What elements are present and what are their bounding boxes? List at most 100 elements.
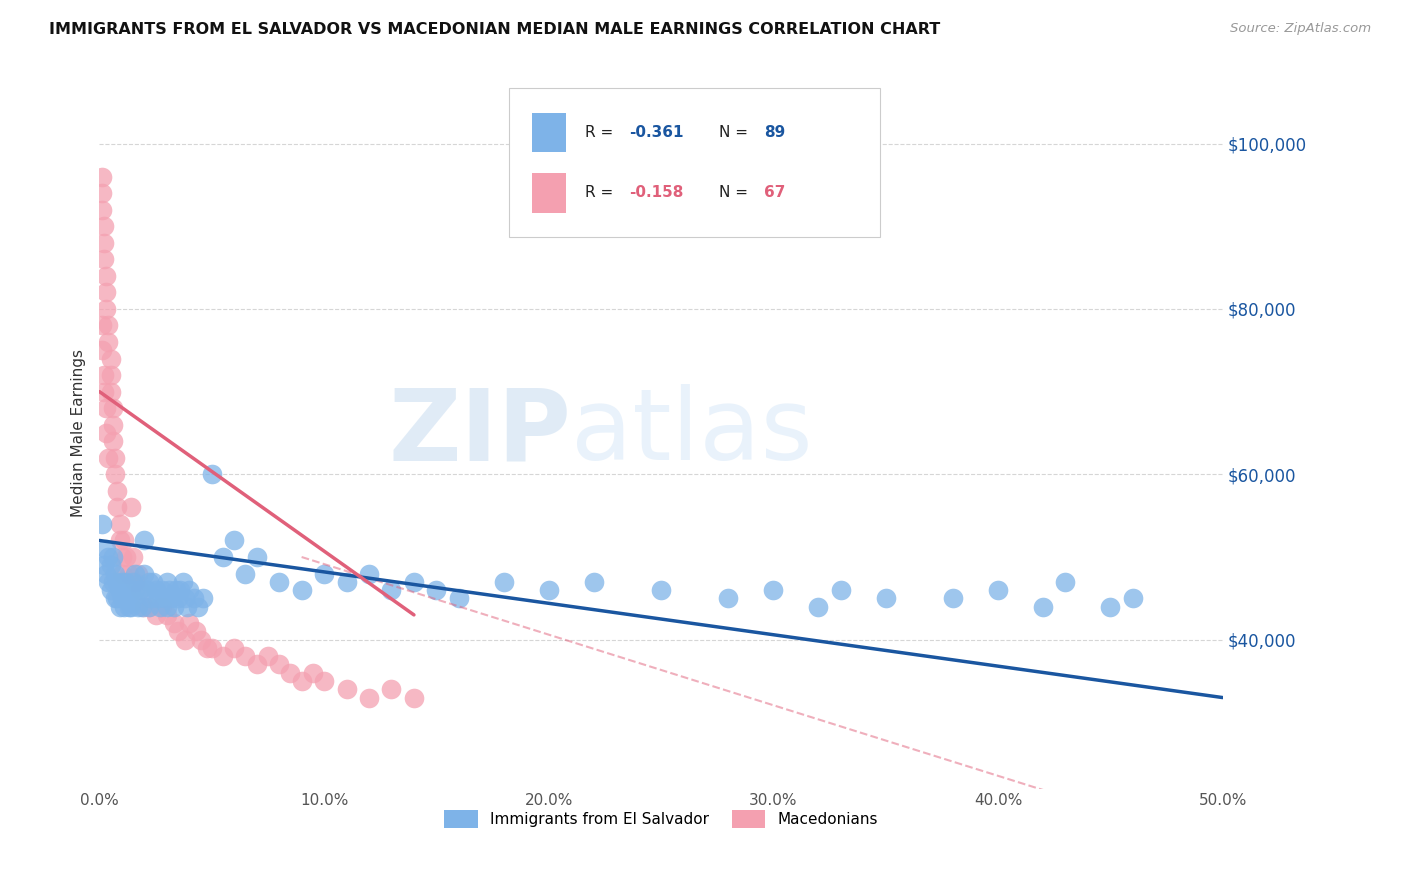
Point	[104, 591, 127, 606]
Point	[165, 583, 187, 598]
Point	[128, 583, 150, 598]
Point	[987, 583, 1010, 598]
Point	[100, 384, 122, 399]
Point	[93, 235, 115, 250]
Point	[96, 566, 118, 581]
Point	[335, 682, 357, 697]
Point	[380, 682, 402, 697]
Point	[150, 599, 173, 614]
Point	[447, 591, 470, 606]
Point	[115, 549, 138, 564]
Point	[111, 549, 134, 564]
Point	[425, 583, 447, 598]
Point	[100, 583, 122, 598]
Text: IMMIGRANTS FROM EL SALVADOR VS MACEDONIAN MEDIAN MALE EARNINGS CORRELATION CHART: IMMIGRANTS FROM EL SALVADOR VS MACEDONIA…	[49, 22, 941, 37]
Point	[160, 591, 183, 606]
Point	[107, 574, 129, 589]
Point	[122, 549, 145, 564]
Point	[582, 574, 605, 589]
Point	[302, 665, 325, 680]
Text: Source: ZipAtlas.com: Source: ZipAtlas.com	[1230, 22, 1371, 36]
Point	[201, 640, 224, 655]
Point	[224, 640, 246, 655]
Point	[145, 583, 167, 598]
Point	[1099, 599, 1122, 614]
Point	[145, 607, 167, 622]
Text: 89: 89	[765, 125, 786, 140]
Point	[96, 401, 118, 416]
Point	[537, 583, 560, 598]
Point	[97, 334, 120, 349]
Point	[312, 673, 335, 688]
Point	[172, 574, 194, 589]
Point	[146, 591, 169, 606]
Point	[117, 583, 139, 598]
Legend: Immigrants from El Salvador, Macedonians: Immigrants from El Salvador, Macedonians	[437, 805, 884, 834]
Point	[117, 566, 139, 581]
Point	[184, 624, 207, 639]
Point	[167, 591, 190, 606]
Point	[162, 616, 184, 631]
Point	[115, 574, 138, 589]
Point	[93, 558, 115, 573]
Point	[830, 583, 852, 598]
Point	[212, 649, 235, 664]
Y-axis label: Median Male Earnings: Median Male Earnings	[72, 349, 86, 517]
Point	[90, 343, 112, 358]
Point	[235, 649, 257, 664]
Point	[167, 624, 190, 639]
Point	[173, 632, 195, 647]
Point	[108, 583, 131, 598]
Point	[492, 574, 515, 589]
Point	[131, 599, 153, 614]
Point	[104, 467, 127, 482]
Point	[269, 574, 291, 589]
Point	[124, 566, 146, 581]
Point	[191, 591, 214, 606]
Point	[107, 483, 129, 498]
Point	[93, 368, 115, 383]
Point	[112, 583, 135, 598]
Point	[157, 583, 180, 598]
Point	[124, 574, 146, 589]
Point	[402, 574, 425, 589]
Point	[1122, 591, 1144, 606]
Point	[90, 169, 112, 184]
Point	[93, 219, 115, 234]
Point	[111, 574, 134, 589]
Point	[138, 574, 160, 589]
Point	[183, 591, 205, 606]
Point	[357, 566, 380, 581]
Point	[138, 599, 160, 614]
Point	[176, 599, 198, 614]
Point	[156, 574, 179, 589]
Point	[104, 566, 127, 581]
Point	[122, 591, 145, 606]
Point	[135, 583, 157, 598]
Point	[127, 599, 149, 614]
Point	[169, 583, 191, 598]
Text: atlas: atlas	[571, 384, 813, 482]
FancyBboxPatch shape	[531, 113, 565, 153]
Point	[762, 583, 785, 598]
Point	[127, 566, 149, 581]
Text: R =: R =	[585, 186, 617, 200]
Point	[90, 516, 112, 531]
Point	[96, 285, 118, 300]
Point	[108, 516, 131, 531]
Point	[124, 583, 146, 598]
Text: N =: N =	[720, 186, 754, 200]
Point	[107, 591, 129, 606]
Point	[942, 591, 965, 606]
Point	[101, 574, 124, 589]
Point	[112, 599, 135, 614]
Point	[120, 583, 142, 598]
Point	[122, 574, 145, 589]
Text: R =: R =	[585, 125, 617, 140]
Point	[156, 607, 179, 622]
Point	[96, 268, 118, 283]
Point	[380, 583, 402, 598]
Point	[96, 425, 118, 440]
Point	[312, 566, 335, 581]
Point	[187, 599, 209, 614]
